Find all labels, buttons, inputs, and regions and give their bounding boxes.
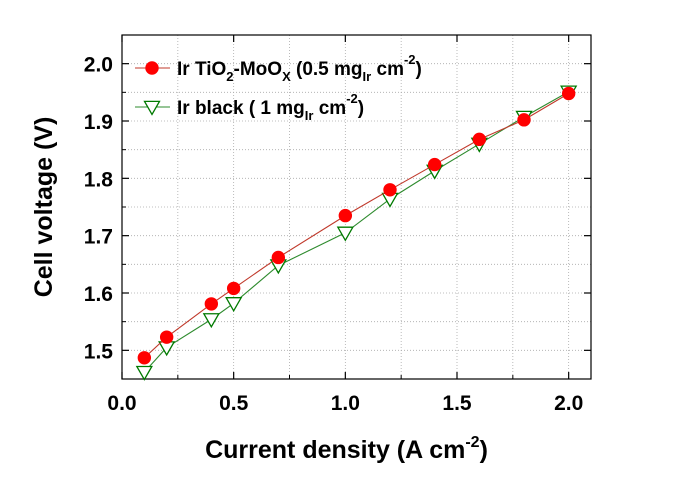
legend-text-part: Ir: [363, 69, 372, 84]
x-axis-title-main: Current density (A cm: [205, 436, 465, 464]
legend-label-0: Ir TiO2-MoOX (0.5 mgIr cm-2): [177, 52, 422, 84]
data-point-0: [427, 157, 442, 172]
data-point-0: [137, 351, 152, 365]
legend-text-part: ): [358, 98, 364, 119]
y-tick-label: 1.9: [84, 111, 113, 134]
legend-text-part: ): [416, 59, 422, 80]
y-tick-label: 2.0: [84, 54, 113, 77]
data-point-0: [338, 208, 353, 223]
x-tick-label: 0.5: [219, 392, 249, 415]
series-line-1: [143, 91, 569, 373]
x-tick-label: 0.0: [107, 392, 136, 415]
data-point-0: [517, 113, 531, 127]
tick-layer: 0.0 0.5 1.0 1.5 2.0 1.5 1.6 1.7 1.8 1.9 2.0: [84, 35, 591, 415]
data-point-1: [202, 313, 220, 329]
data-point-1: [225, 297, 243, 313]
data-point-0: [159, 330, 174, 344]
legend: Ir TiO2-MoOX (0.5 mgIr cm-2)Ir black ( 1…: [135, 52, 422, 123]
legend-text-part: Ir: [305, 108, 314, 123]
y-tick-label: 1.6: [84, 283, 113, 306]
legend-text-part: -2: [404, 52, 416, 67]
legend-text-part: Ir black ( 1 mg: [177, 98, 305, 119]
x-axis-title: Current density (A cm-2): [205, 434, 488, 464]
data-point-0: [383, 183, 397, 197]
x-axis-title-close: ): [480, 436, 488, 464]
y-axis-title: Cell voltage (V): [30, 117, 58, 298]
y-tick-label: 1.7: [84, 226, 113, 249]
legend-text-part: cm: [371, 59, 404, 80]
x-tick-label: 2.0: [554, 392, 583, 415]
legend-text-part: (0.5 mg: [291, 59, 363, 80]
x-tick-label: 1.5: [442, 392, 472, 415]
data-point-1: [336, 226, 354, 242]
data-point-0: [472, 132, 487, 147]
legend-text-part: 2: [226, 69, 233, 84]
data-point-0: [561, 86, 576, 101]
data-point-0: [226, 281, 241, 296]
data-point-1: [135, 365, 153, 381]
legend-label-1: Ir black ( 1 mgIr cm-2): [177, 91, 364, 123]
legend-marker-0: [145, 61, 159, 75]
data-point-0: [271, 250, 286, 265]
y-tick-label: 1.8: [84, 168, 114, 191]
legend-text-part: X: [282, 69, 291, 84]
legend-text-part: -MoO: [234, 59, 283, 80]
y-tick-label: 1.5: [84, 340, 114, 363]
series-layer: [135, 85, 578, 381]
x-tick-label: 1.0: [331, 392, 360, 415]
legend-text-part: cm: [313, 98, 346, 119]
data-point-0: [204, 297, 219, 311]
legend-text-part: Ir TiO: [177, 59, 226, 80]
x-axis-title-sup: -2: [465, 434, 479, 451]
legend-text-part: -2: [346, 91, 358, 106]
grid-layer: [122, 34, 591, 379]
legend-marker-1: [143, 100, 161, 116]
